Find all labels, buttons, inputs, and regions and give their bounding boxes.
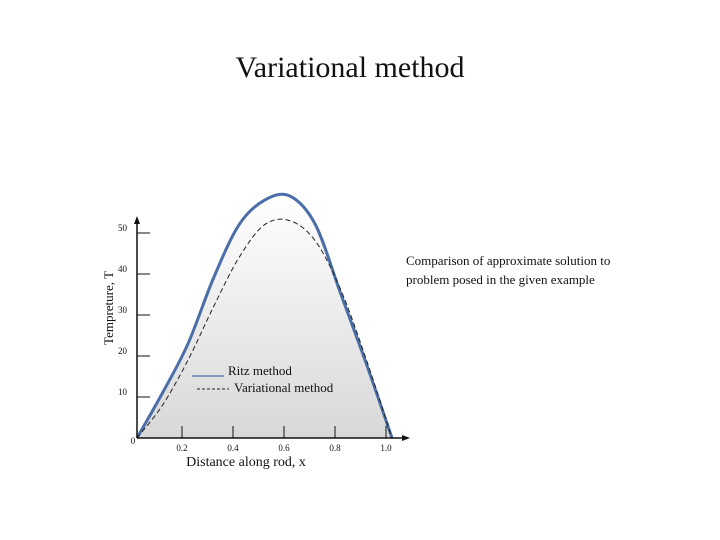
legend-label: Variational method (234, 380, 334, 395)
x-tick-label: 0.2 (176, 443, 187, 453)
series-line (135, 192, 394, 439)
y-tick-label: 30 (118, 305, 128, 315)
y-tick-label: 0 (131, 436, 136, 446)
x-axis-arrow (402, 435, 410, 441)
x-tick-label: 0.4 (227, 443, 239, 453)
annotation: problem posed in the given example (406, 272, 595, 287)
chart-title: Variational method (235, 51, 464, 84)
y-tick-label: 50 (118, 223, 128, 233)
y-tick-label: 20 (118, 346, 128, 356)
plot-area (135, 192, 394, 439)
legend-label: Ritz method (228, 363, 292, 378)
y-axis-arrow (134, 216, 140, 224)
x-tick-label: 1.0 (380, 443, 392, 453)
area (137, 194, 392, 438)
y-axis-label: Tempreture, T (101, 271, 116, 345)
x-tick-label: 0.6 (278, 443, 290, 453)
y-tick-label: 40 (118, 264, 128, 274)
annotation: Comparison of approximate solution to (406, 253, 610, 268)
x-axis-label: Distance along rod, x (186, 455, 306, 470)
series-line (136, 218, 393, 439)
y-tick-label: 10 (118, 387, 128, 397)
x-tick-label: 0.8 (329, 443, 341, 453)
